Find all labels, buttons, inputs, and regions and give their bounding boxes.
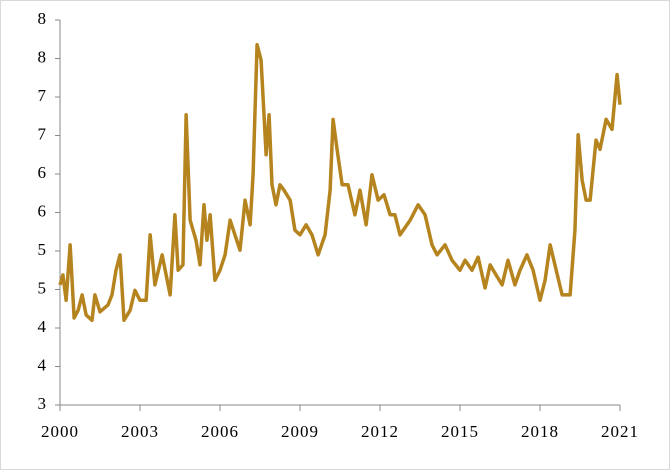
y-tick-label: 5 <box>38 240 47 259</box>
x-tick-label: 2000 <box>41 422 79 441</box>
y-tick-label: 8 <box>38 47 47 66</box>
y-tick-label: 3 <box>38 394 47 413</box>
y-tick-label: 4 <box>38 317 47 336</box>
y-tick-label: 6 <box>38 163 47 182</box>
x-tick-label: 2006 <box>201 422 239 441</box>
y-tick-label: 5 <box>38 278 47 297</box>
x-tick-label: 2018 <box>521 422 559 441</box>
x-tick-label: 2021 <box>601 422 639 441</box>
data-line <box>58 42 622 323</box>
y-tick-label: 6 <box>38 201 47 220</box>
y-tick-label: 8 <box>38 9 47 28</box>
x-tick-label: 2015 <box>441 422 479 441</box>
y-tick-label: 7 <box>38 124 47 143</box>
x-tick-label: 2003 <box>121 422 159 441</box>
x-tick-label: 2009 <box>281 422 319 441</box>
y-tick-label: 7 <box>38 86 47 105</box>
y-tick-label: 4 <box>38 355 47 374</box>
x-tick-label: 2012 <box>361 422 399 441</box>
